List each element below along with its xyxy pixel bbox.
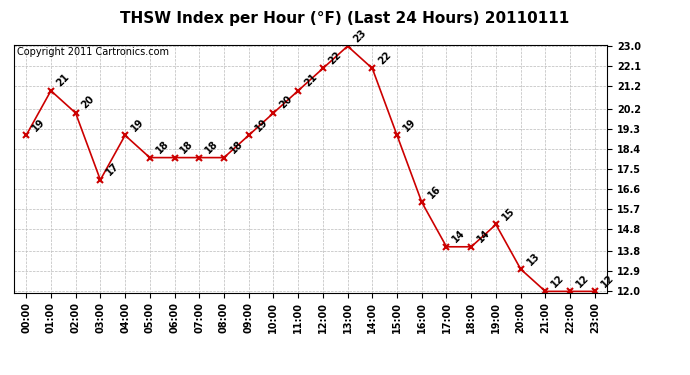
Text: 14: 14 [475, 228, 492, 244]
Text: 12: 12 [574, 273, 591, 289]
Text: 23: 23 [352, 27, 368, 44]
Text: 13: 13 [525, 250, 542, 267]
Text: 20: 20 [80, 94, 97, 111]
Text: 22: 22 [377, 50, 393, 66]
Text: 16: 16 [426, 183, 442, 200]
Text: 18: 18 [204, 139, 220, 155]
Text: Copyright 2011 Cartronics.com: Copyright 2011 Cartronics.com [17, 48, 169, 57]
Text: 21: 21 [302, 72, 319, 88]
Text: 19: 19 [401, 117, 418, 133]
Text: 15: 15 [500, 206, 517, 222]
Text: 21: 21 [55, 72, 72, 88]
Text: 20: 20 [277, 94, 294, 111]
Text: 14: 14 [451, 228, 467, 244]
Text: 19: 19 [30, 117, 47, 133]
Text: THSW Index per Hour (°F) (Last 24 Hours) 20110111: THSW Index per Hour (°F) (Last 24 Hours)… [120, 11, 570, 26]
Text: 18: 18 [228, 139, 245, 155]
Text: 17: 17 [104, 161, 121, 178]
Text: 12: 12 [549, 273, 566, 289]
Text: 18: 18 [179, 139, 195, 155]
Text: 19: 19 [253, 117, 270, 133]
Text: 19: 19 [129, 117, 146, 133]
Text: 12: 12 [599, 273, 615, 289]
Text: 18: 18 [154, 139, 170, 155]
Text: 22: 22 [327, 50, 344, 66]
